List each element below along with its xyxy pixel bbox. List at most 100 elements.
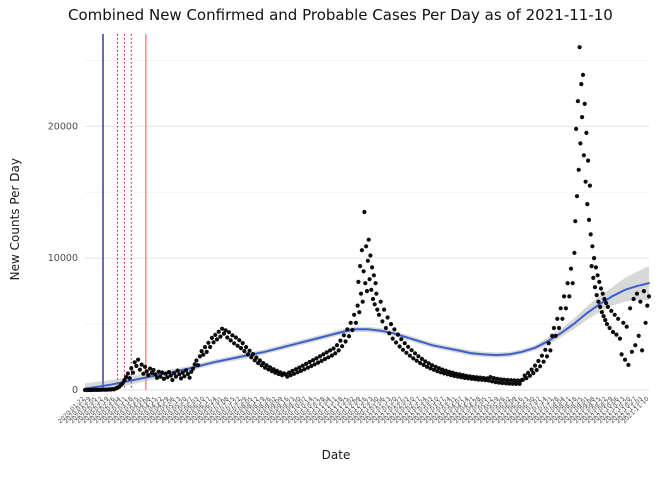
data-point — [629, 349, 635, 354]
data-point — [223, 328, 228, 333]
data-point — [603, 318, 608, 323]
data-point — [383, 325, 388, 331]
data-point — [514, 381, 519, 386]
data-point — [373, 281, 378, 286]
data-point — [206, 340, 211, 345]
data-point — [372, 302, 377, 307]
data-point — [146, 373, 151, 378]
smooth-trend-line — [84, 282, 650, 390]
data-point — [336, 348, 341, 353]
data-point — [418, 360, 423, 366]
data-point — [436, 366, 442, 371]
data-point — [172, 371, 177, 376]
data-point — [392, 327, 397, 332]
data-point — [529, 367, 534, 372]
data-point — [274, 368, 280, 373]
loess-line — [84, 282, 650, 390]
data-point — [593, 265, 599, 270]
data-point — [628, 306, 633, 311]
data-point — [331, 346, 336, 351]
data-point — [503, 381, 508, 386]
data-point — [636, 333, 641, 338]
data-point — [399, 337, 404, 342]
data-point — [304, 361, 309, 366]
data-point — [641, 289, 647, 294]
data-point — [605, 304, 611, 309]
data-point — [588, 232, 593, 237]
data-point — [600, 291, 605, 296]
data-point — [134, 363, 139, 369]
data-point — [225, 335, 230, 340]
data-point — [214, 337, 220, 342]
data-point — [199, 349, 204, 354]
data-point — [307, 359, 312, 365]
data-point — [124, 375, 129, 380]
data-point — [595, 273, 600, 278]
data-point — [220, 326, 225, 331]
data-point — [450, 370, 455, 375]
data-point — [375, 307, 380, 312]
data-point — [250, 352, 256, 357]
data-point — [423, 359, 428, 364]
data-point — [329, 353, 334, 358]
data-point — [197, 354, 202, 359]
data-point — [370, 265, 375, 270]
data-point — [505, 377, 510, 383]
data-point — [132, 360, 137, 365]
data-point — [182, 374, 187, 379]
data-point — [288, 373, 293, 378]
data-point — [419, 356, 424, 361]
data-point — [617, 336, 623, 341]
data-point — [558, 306, 563, 311]
data-point — [553, 333, 558, 338]
data-point — [324, 350, 329, 355]
data-point — [129, 366, 134, 371]
data-point — [440, 367, 445, 372]
data-point — [346, 334, 352, 339]
data-point — [376, 312, 382, 317]
data-point — [621, 320, 626, 325]
data-point — [599, 310, 605, 315]
data-point — [125, 371, 130, 376]
data-point — [402, 341, 407, 346]
data-point — [264, 363, 269, 368]
data-point — [517, 381, 522, 386]
data-point — [565, 281, 570, 286]
data-point — [634, 291, 640, 296]
data-point — [285, 374, 290, 379]
data-point — [574, 194, 580, 199]
data-point — [364, 244, 369, 249]
data-point — [527, 373, 533, 378]
data-point — [369, 287, 374, 292]
data-point — [261, 361, 266, 366]
data-point — [156, 369, 161, 374]
data-point — [316, 360, 321, 365]
data-point — [562, 294, 567, 299]
data-point — [570, 281, 575, 286]
data-point — [592, 256, 597, 261]
data-point — [643, 320, 648, 325]
data-point — [161, 376, 166, 381]
data-point — [302, 367, 307, 372]
data-point — [136, 357, 141, 362]
data-point — [560, 316, 565, 321]
data-point — [247, 348, 252, 353]
data-point — [371, 273, 376, 278]
data-point — [363, 281, 368, 286]
data-point — [211, 340, 216, 345]
data-point — [581, 153, 587, 158]
data-point — [430, 363, 435, 368]
data-point — [230, 333, 235, 338]
data-point — [544, 354, 550, 359]
data-point — [495, 376, 500, 381]
data-point — [202, 345, 208, 350]
data-point — [610, 329, 616, 335]
data-point — [163, 371, 168, 376]
data-point — [426, 361, 431, 366]
data-point — [388, 322, 394, 327]
data-point — [233, 335, 238, 340]
data-point — [380, 319, 385, 324]
data-point — [486, 378, 491, 383]
data-point — [626, 362, 631, 367]
